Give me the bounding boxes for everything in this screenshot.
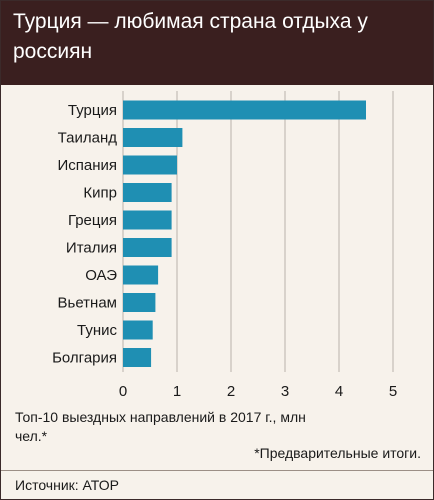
chart-area: Турция Таиланд Испания Кипр Греция Италия ОАЭ В…: [1, 85, 433, 415]
category-label: Испания: [57, 157, 117, 174]
category-label: Болгария: [52, 350, 117, 367]
category-label: Турция: [68, 102, 117, 119]
divider: [1, 470, 433, 471]
source-label: Источник: АТОР: [15, 477, 119, 493]
category-label: ОАЭ: [85, 267, 117, 284]
bar: [123, 100, 366, 120]
bar: [123, 348, 152, 367]
x-tick-label: 0: [119, 383, 127, 400]
bar: [123, 183, 172, 202]
category-label: Тунис: [77, 322, 117, 339]
category-label: Греция: [68, 212, 117, 229]
category-label: Вьетнам: [58, 295, 117, 312]
bar: [123, 238, 172, 257]
bar-chart: Турция Таиланд Испания Кипр Греция Италия ОАЭ В…: [52, 91, 397, 400]
chart-title: Турция — любимая страна отдыха у россиян: [13, 10, 368, 63]
header-bar: Турция — любимая страна отдыха у россиян: [1, 1, 433, 85]
category-label: Италия: [66, 240, 117, 257]
bar: [123, 128, 183, 147]
bar: [123, 320, 153, 340]
footnote: *Предварительные итоги.: [254, 445, 421, 461]
bar: [123, 210, 172, 230]
x-tick-label: 2: [227, 383, 235, 400]
bar: [123, 293, 156, 312]
x-tick-label: 5: [389, 383, 397, 400]
category-label: Кипр: [83, 185, 117, 202]
x-tick-label: 1: [173, 383, 181, 400]
chart-note: Топ-10 выездных направлений в 2017 г., м…: [15, 409, 306, 444]
bar: [123, 155, 177, 175]
bar: [123, 265, 159, 285]
category-label: Таиланд: [58, 130, 118, 147]
x-tick-label: 4: [335, 383, 343, 400]
x-tick-label: 3: [281, 383, 289, 400]
